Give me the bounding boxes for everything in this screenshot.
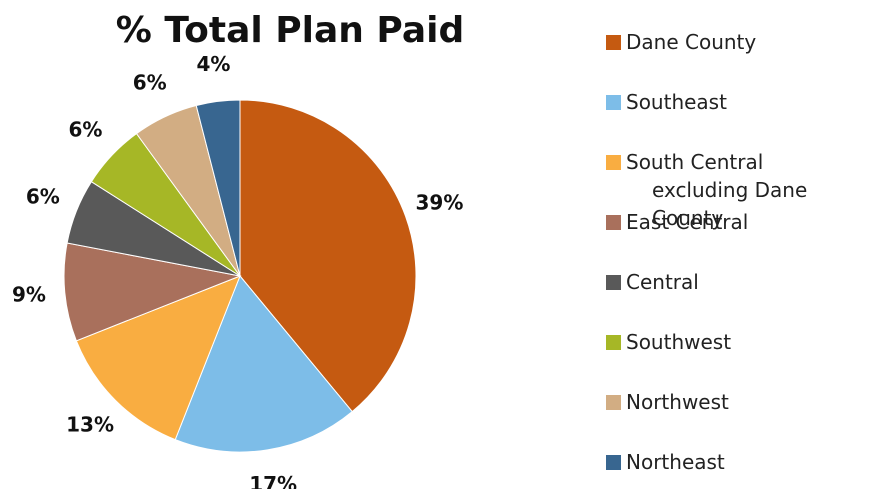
legend-swatch <box>606 215 621 230</box>
legend-swatch <box>606 275 621 290</box>
legend-label: South Central excluding Dane County <box>626 150 808 230</box>
legend-swatch <box>606 155 621 170</box>
chart-title: % Total Plan Paid <box>116 10 465 51</box>
legend-label: Northeast <box>626 450 725 474</box>
data-label: 17% <box>249 472 297 489</box>
legend-swatch <box>606 395 621 410</box>
legend-label: Southwest <box>626 330 732 354</box>
legend-item: Southwest <box>606 330 731 354</box>
legend-label: Central <box>626 270 699 294</box>
legend-item: Northwest <box>606 390 729 414</box>
legend-swatch <box>606 335 621 350</box>
pie-slice <box>63 242 242 342</box>
legend-label: Southeast <box>626 90 727 114</box>
data-label: 6% <box>26 184 60 208</box>
legend-label: Dane County <box>626 30 757 54</box>
pie-slice <box>195 99 241 277</box>
legend-item: Dane County <box>606 30 756 54</box>
pie-slice <box>75 275 241 441</box>
legend-swatch <box>606 455 621 470</box>
legend-item: Southeast <box>606 90 727 114</box>
legend-item: Northeast <box>606 450 725 474</box>
legend-item: East Central <box>606 210 748 234</box>
legend-swatch <box>606 95 621 110</box>
data-label: 13% <box>66 412 114 436</box>
legend-item: Central <box>606 270 699 294</box>
legend-swatch <box>606 35 621 50</box>
data-label: 4% <box>196 52 230 76</box>
legend-label: Northwest <box>626 390 729 414</box>
chart: % Total Plan Paid 39% 17% 13% 9% 6% 6% 6% 4% <box>12 10 465 489</box>
data-label: 39% <box>416 191 464 215</box>
legend-label: East Central <box>626 210 749 234</box>
legend-item: South Central excluding Dane County <box>606 150 881 230</box>
pie-slice <box>174 275 353 453</box>
data-label: 6% <box>133 71 167 95</box>
pie-slice <box>239 99 417 413</box>
data-label: 6% <box>68 117 102 141</box>
data-label: 9% <box>12 282 46 306</box>
